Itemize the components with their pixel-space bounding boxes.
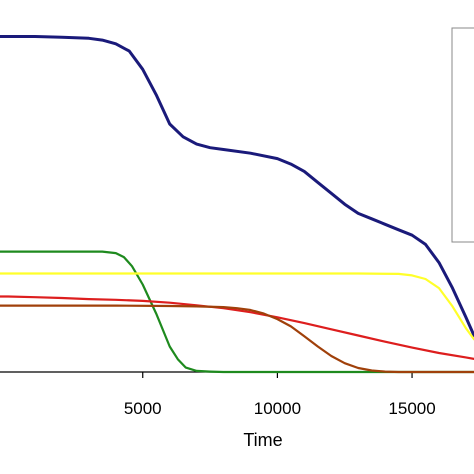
x-axis-ticks: 5000 10000 15000 xyxy=(124,372,436,418)
series-line-2 xyxy=(0,250,474,374)
series-line-5 xyxy=(0,304,474,374)
series-line-1 xyxy=(0,35,474,337)
series-line-3 xyxy=(0,272,474,341)
x-tick-label: 5000 xyxy=(124,399,162,418)
x-tick-label: 15000 xyxy=(388,399,435,418)
legend-box xyxy=(451,27,474,243)
x-tick-label: 10000 xyxy=(254,399,301,418)
series-lines xyxy=(0,35,474,374)
series-line-4 xyxy=(0,295,474,360)
x-axis-title: Time xyxy=(243,430,282,450)
